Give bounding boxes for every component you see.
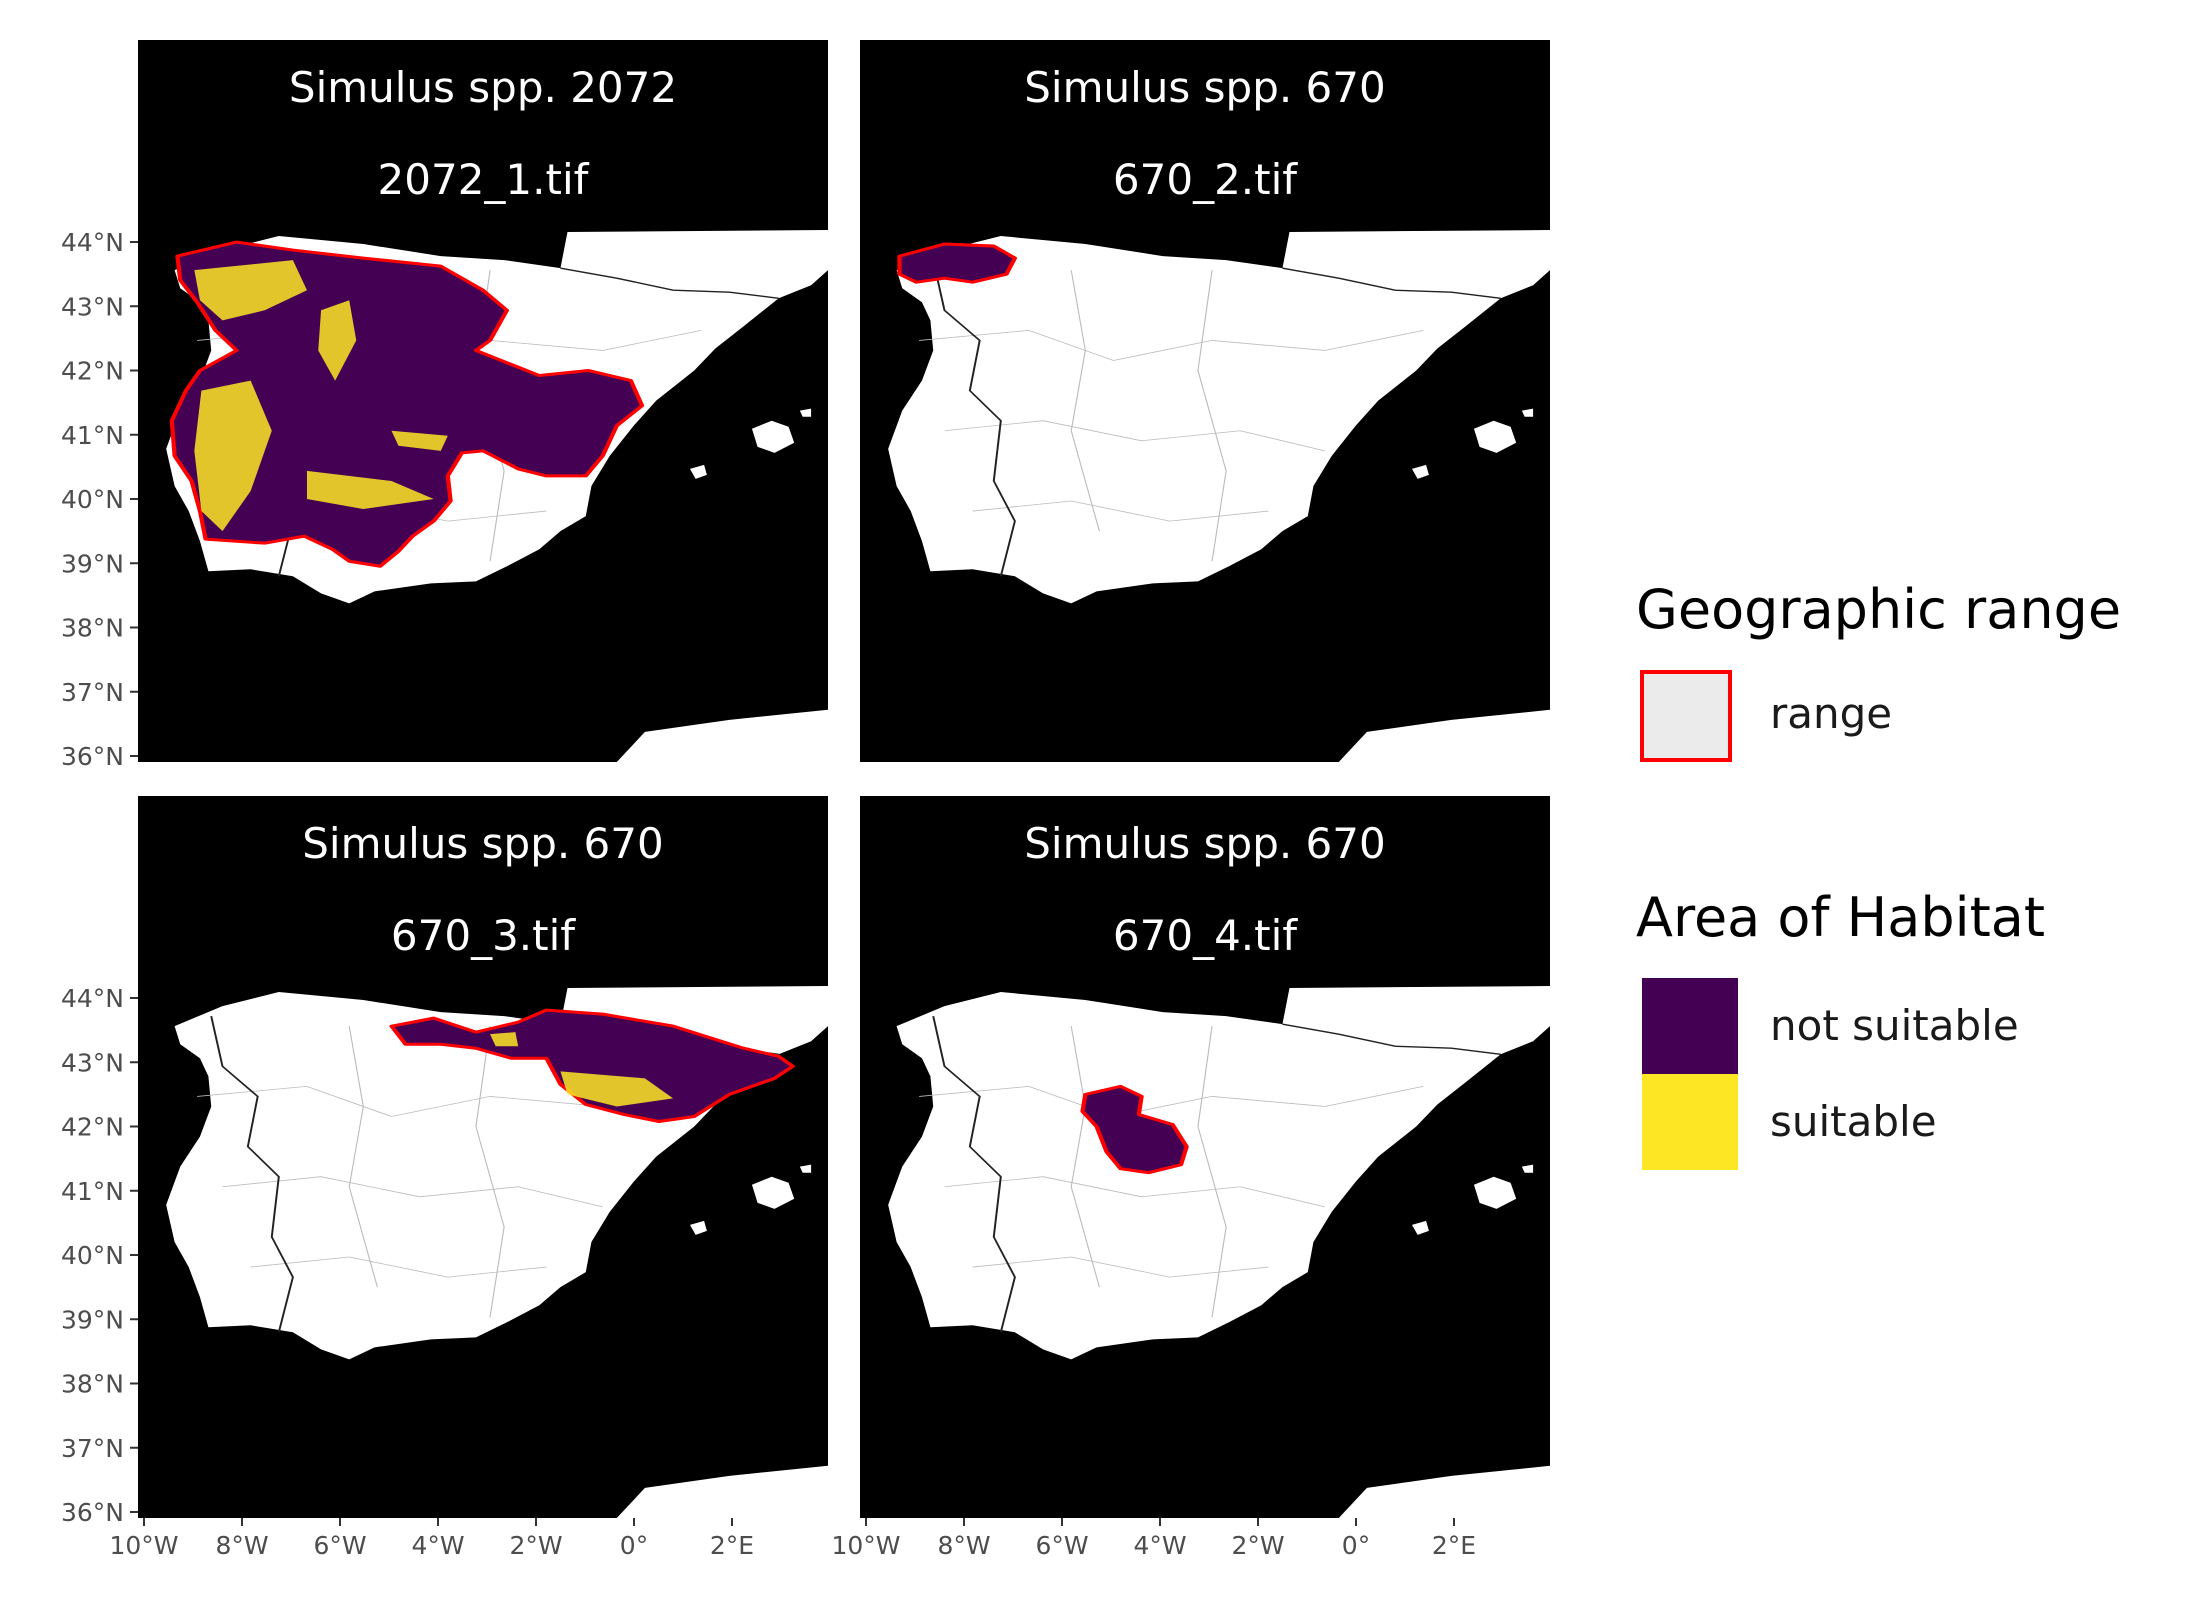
longitude-axis-right-column: 10°W 8°W 6°W 4°W 2°W 0° 2°E [831, 1518, 1476, 1560]
panel-species-label: Simulus spp. 670 [302, 819, 663, 868]
map-panel-4: Simulus spp. 670 670_4.tif [860, 796, 1550, 1518]
panel-file-label: 670_4.tif [1113, 911, 1298, 960]
portugal-border [210, 1016, 294, 1333]
lat-tick-label: 41°N [61, 421, 124, 450]
legend-range-key [1640, 670, 1732, 762]
lat-tick-label: 43°N [61, 292, 124, 321]
lat-tick-label: 36°N [61, 1498, 124, 1527]
latitude-axis-bottom-row: 44°N 43°N 42°N 41°N 40°N 39°N 38°N 37°N 36°N [61, 984, 138, 1527]
lat-tick-label: 37°N [61, 678, 124, 707]
portugal-border [932, 1016, 1016, 1333]
lon-tick-label: 2°E [710, 1531, 754, 1560]
portugal-border [932, 260, 1016, 577]
lon-tick-label: 8°W [215, 1531, 268, 1560]
lat-tick-label: 39°N [61, 1305, 124, 1334]
suitable-habitat-area [318, 300, 357, 381]
lat-tick-label: 44°N [61, 984, 124, 1013]
panel-species-label: Simulus spp. 2072 [289, 63, 677, 112]
suitable-habitat-area [194, 380, 272, 532]
lat-tick-label: 44°N [61, 228, 124, 257]
map-panel-2: Simulus spp. 670 670_2.tif [860, 40, 1550, 762]
legend-not-suitable-key [1642, 978, 1738, 1074]
lon-tick-label: 6°W [1035, 1531, 1088, 1560]
lon-tick-label: 2°W [509, 1531, 562, 1560]
lat-tick-label: 38°N [61, 1370, 124, 1399]
lat-tick-label: 38°N [61, 614, 124, 643]
land-africa [616, 1465, 828, 1518]
land-africa [1338, 709, 1550, 762]
admin-boundaries [919, 1026, 1424, 1318]
lat-tick-label: 42°N [61, 357, 124, 386]
suitable-habitat-area [490, 1032, 519, 1047]
panel-species-label: Simulus spp. 670 [1024, 63, 1385, 112]
panel-file-label: 2072_1.tif [378, 155, 590, 204]
map-panel-3: Simulus spp. 670 670_3.tif [138, 796, 828, 1518]
range-not-suitable-area [1080, 1084, 1189, 1175]
legend-not-suitable-label: not suitable [1770, 1001, 2019, 1050]
panel-strip [138, 40, 828, 230]
lat-tick-label: 40°N [61, 1241, 124, 1270]
lon-tick-label: 0° [620, 1531, 648, 1560]
lat-tick-label: 37°N [61, 1434, 124, 1463]
suitable-habitat-area [560, 1071, 674, 1107]
france-border [560, 267, 779, 299]
lat-tick-label: 42°N [61, 1113, 124, 1142]
panel-file-label: 670_3.tif [391, 911, 576, 960]
panel-strip [860, 40, 1550, 230]
legend-range-label: range [1770, 689, 1892, 738]
land-africa [616, 709, 828, 762]
latitude-axis-top-row: 44°N 43°N 42°N 41°N 40°N 39°N 38°N 37°N 36°N [61, 228, 138, 771]
france-border [1282, 1023, 1501, 1055]
lon-tick-label: 0° [1342, 1531, 1370, 1560]
legend-range-title: Geographic range [1636, 578, 2121, 641]
range-not-suitable-area [389, 1008, 795, 1124]
lon-tick-label: 4°W [1133, 1531, 1186, 1560]
panel-strip [138, 796, 828, 986]
panel-species-label: Simulus spp. 670 [1024, 819, 1385, 868]
legend-aoh-title: Area of Habitat [1636, 886, 2045, 949]
lat-tick-label: 40°N [61, 485, 124, 514]
lon-tick-label: 10°W [109, 1531, 178, 1560]
admin-boundaries [919, 270, 1424, 562]
suitable-habitat-area [194, 260, 307, 321]
lat-tick-label: 43°N [61, 1048, 124, 1077]
lon-tick-label: 2°E [1432, 1531, 1476, 1560]
suitable-habitat-area [391, 430, 448, 451]
range-not-suitable-area [169, 240, 645, 568]
france-border [1282, 267, 1501, 299]
lat-tick-label: 39°N [61, 549, 124, 578]
legend-suitable-key [1642, 1074, 1738, 1170]
map-panel-1: Simulus spp. 2072 2072_1.tif [138, 40, 828, 762]
legend: Geographic range range Area of Habitat n… [1636, 578, 2121, 1170]
lon-tick-label: 10°W [831, 1531, 900, 1560]
lon-tick-label: 6°W [313, 1531, 366, 1560]
lon-tick-label: 8°W [937, 1531, 990, 1560]
map-content [888, 230, 1550, 762]
longitude-axis-left-column: 10°W 8°W 6°W 4°W 2°W 0° 2°E [109, 1518, 754, 1560]
lon-tick-label: 2°W [1231, 1531, 1284, 1560]
lon-tick-label: 4°W [411, 1531, 464, 1560]
panel-strip [860, 796, 1550, 986]
map-content [166, 986, 828, 1518]
lat-tick-label: 36°N [61, 742, 124, 771]
legend-suitable-label: suitable [1770, 1097, 1937, 1146]
lat-tick-label: 41°N [61, 1177, 124, 1206]
land-africa [1338, 1465, 1550, 1518]
map-content [166, 230, 828, 762]
range-not-suitable-area [897, 242, 1018, 284]
suitable-habitat-area [306, 470, 434, 510]
panel-file-label: 670_2.tif [1113, 155, 1298, 204]
map-content [888, 986, 1550, 1518]
